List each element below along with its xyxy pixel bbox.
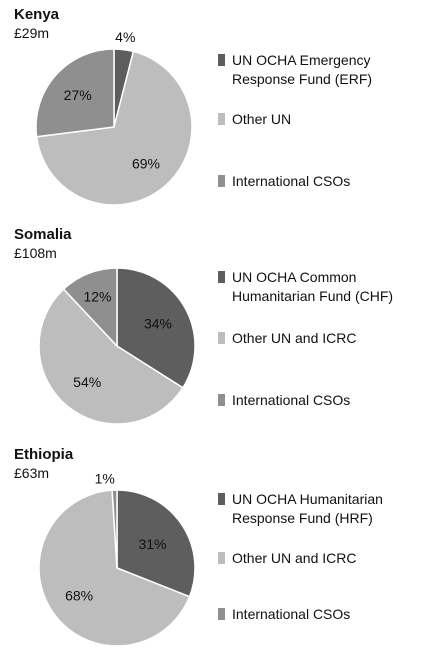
value-label-un-ocha-emergency-response-fund-erf: 4% [115, 29, 135, 45]
legend-label: International CSOs [232, 392, 351, 408]
value-label-international-csos: 1% [95, 470, 115, 486]
ethiopia-title: Ethiopia [14, 446, 74, 463]
pie-slice-other-un [35, 50, 193, 206]
value-label-international-csos: 27% [64, 87, 92, 103]
legend-label: UN OCHA Common Humanitarian Fund (CHF) [232, 269, 394, 304]
somalia-total: £108m [14, 245, 57, 261]
value-label-international-csos: 12% [83, 289, 111, 305]
somalia-pie: 34% 54% 12% [38, 267, 196, 425]
legend-swatch [218, 271, 225, 283]
value-label-other-un: 69% [132, 155, 160, 171]
kenya-panel: Kenya £29m 4% 69% 27% UN OCHA Emergency Re… [0, 0, 424, 215]
ethiopia-panel: Ethiopia £63m 31% 68% 1% UN OCHA Humanitar… [0, 440, 424, 653]
legend-swatch [218, 394, 225, 406]
somalia-title: Somalia [14, 226, 72, 243]
legend-label: Other UN and ICRC [232, 550, 357, 566]
legend-label: Other UN [232, 111, 292, 127]
pie-slice-international-csos [35, 48, 115, 138]
legend-label: Other UN and ICRC [232, 330, 357, 346]
value-label-un-ocha-humanitarian-response-fund-hrf: 31% [138, 536, 166, 552]
pie-slice-international-csos [62, 267, 118, 348]
legend-label: International CSOs [232, 606, 351, 622]
value-label-other-un-and-icrc: 54% [73, 374, 101, 390]
pie-slice-other-un-and-icrc [38, 489, 191, 647]
legend-swatch [218, 608, 225, 620]
legend-swatch [218, 113, 225, 125]
legend-swatch [218, 175, 225, 187]
legend-swatch [218, 493, 225, 505]
legend-swatch [218, 552, 225, 564]
pie-slice-international-csos [111, 489, 118, 569]
legend-swatch [218, 332, 225, 344]
kenya-total: £29m [14, 25, 50, 41]
kenya-pie: 4% 69% 27% [35, 29, 193, 206]
pie-slice-un-ocha-humanitarian-response-fund-hrf [116, 489, 196, 598]
pie-slice-other-un-and-icrc [38, 288, 184, 425]
legend-label: UN OCHA Humanitarian Response Fund (HRF) [232, 491, 383, 526]
ethiopia-pie: 31% 68% 1% [38, 470, 196, 647]
somalia-panel: Somalia £108m 34% 54% 12% UN OCHA Common H… [0, 220, 424, 435]
kenya-title: Kenya [14, 6, 60, 23]
legend-label: UN OCHA Emergency Response Fund (ERF) [232, 52, 373, 87]
value-label-un-ocha-common-humanitarian-fund-chf: 34% [144, 316, 172, 332]
legend-swatch [218, 54, 225, 66]
value-label-other-un-and-icrc: 68% [65, 588, 93, 604]
ethiopia-total: £63m [14, 465, 50, 481]
legend-label: International CSOs [232, 173, 351, 189]
